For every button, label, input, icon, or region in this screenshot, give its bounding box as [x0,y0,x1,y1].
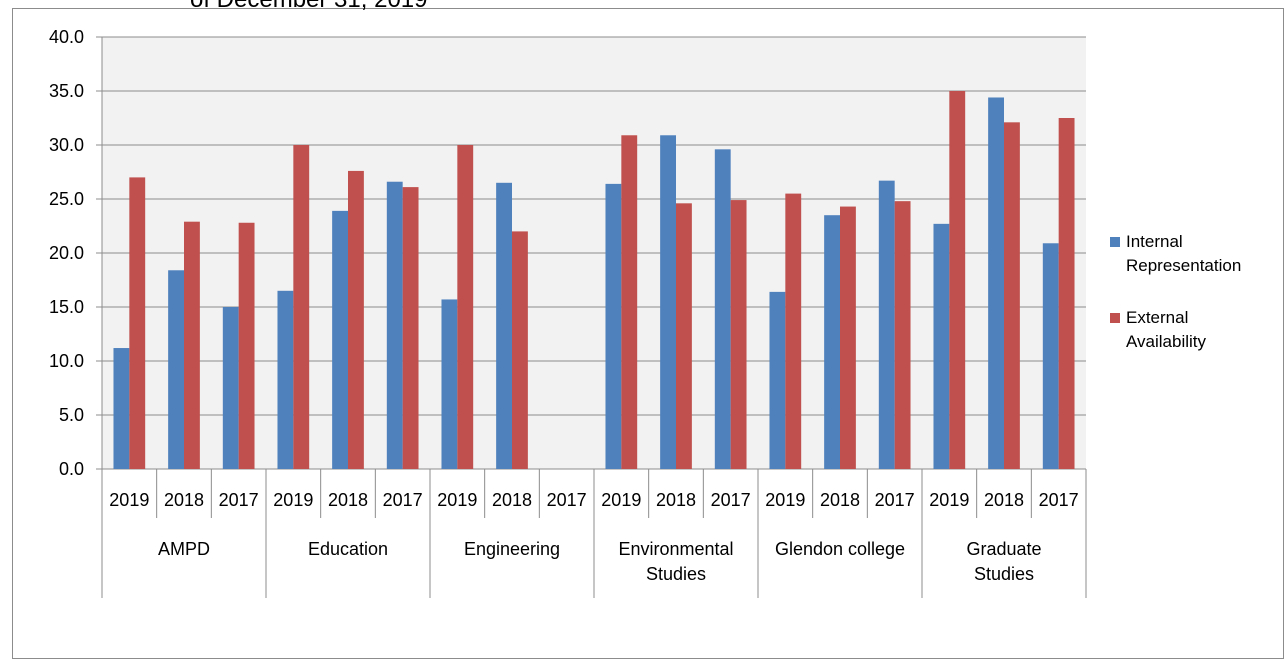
x-tick-label: 2018 [328,490,368,510]
bar-internal [824,215,840,469]
bar-internal [277,290,294,469]
bar-external [676,203,692,469]
bar-internal [386,181,403,469]
y-tick-label: 40.0 [49,27,84,47]
bar-internal [714,149,731,469]
x-tick-label: 2018 [984,490,1024,510]
x-tick-label: 2018 [656,490,696,510]
group-label: Studies [646,564,706,584]
group-label: Education [308,539,388,559]
bar-internal [660,135,676,469]
legend-swatch-external [1110,313,1120,323]
bar-internal [769,291,786,469]
bar-external [348,170,364,470]
legend-item-internal: Internal Representation [1110,230,1285,278]
chart-title-fragment: of December 31, 2019 [190,0,427,14]
bar-external [840,206,856,469]
bar-internal [988,97,1004,469]
bar-external [785,193,802,469]
x-tick-label: 2018 [164,490,204,510]
legend-item-external: External Availability [1110,306,1285,354]
y-tick-label: 35.0 [49,81,84,101]
x-tick-label: 2019 [109,490,149,510]
y-tick-label: 20.0 [49,243,84,263]
legend: Internal Representation External Availab… [1110,230,1285,382]
bar-internal [878,180,895,469]
bar-external [512,231,528,469]
bar-internal [222,307,239,469]
y-tick-label: 30.0 [49,135,84,155]
group-label: Graduate [966,539,1041,559]
bar-internal [332,210,348,469]
bar-external [184,221,200,469]
legend-swatch-internal [1110,237,1120,247]
x-tick-label: 2017 [547,490,587,510]
bar-internal [933,223,950,469]
y-tick-label: 0.0 [59,459,84,479]
legend-label-external: External Availability [1126,308,1207,351]
x-tick-label: 2019 [273,490,313,510]
group-label: Environmental [618,539,733,559]
x-tick-label: 2017 [219,490,259,510]
bar-external [1058,118,1075,469]
x-tick-label: 2017 [383,490,423,510]
bar-external [238,222,255,469]
bar-external [402,187,419,469]
x-tick-label: 2017 [875,490,915,510]
legend-label-internal: Internal Representation [1126,232,1242,275]
x-tick-label: 2019 [929,490,969,510]
x-tick-label: 2017 [711,490,751,510]
bar-internal [441,299,458,469]
y-tick-label: 10.0 [49,351,84,371]
bar-internal [113,348,130,469]
group-label: Engineering [464,539,560,559]
chart-frame [12,8,1284,659]
bar-internal [168,270,184,469]
x-tick-label: 2017 [1039,490,1079,510]
group-label: AMPD [158,539,210,559]
x-tick-label: 2019 [437,490,477,510]
y-tick-label: 5.0 [59,405,84,425]
x-tick-label: 2018 [820,490,860,510]
bar-external [293,145,310,469]
bar-external [457,145,474,469]
bar-external [730,200,747,469]
x-tick-label: 2018 [492,490,532,510]
bar-internal [496,182,512,470]
bar-external [949,91,966,469]
group-label: Glendon college [775,539,905,559]
bar-external [621,135,638,469]
y-tick-label: 25.0 [49,189,84,209]
bar-external [894,201,911,469]
bar-internal [605,183,622,469]
y-tick-label: 15.0 [49,297,84,317]
x-tick-label: 2019 [601,490,641,510]
bar-external [129,177,146,469]
group-label: Studies [974,564,1034,584]
bar-external [1004,122,1020,469]
x-tick-label: 2019 [765,490,805,510]
bar-internal [1042,243,1059,469]
